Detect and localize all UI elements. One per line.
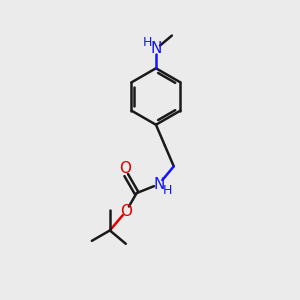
Text: O: O bbox=[120, 204, 132, 219]
Text: H: H bbox=[163, 184, 172, 197]
Text: H: H bbox=[143, 36, 152, 49]
Text: N: N bbox=[153, 177, 165, 192]
Text: N: N bbox=[150, 41, 162, 56]
Text: O: O bbox=[119, 161, 131, 176]
